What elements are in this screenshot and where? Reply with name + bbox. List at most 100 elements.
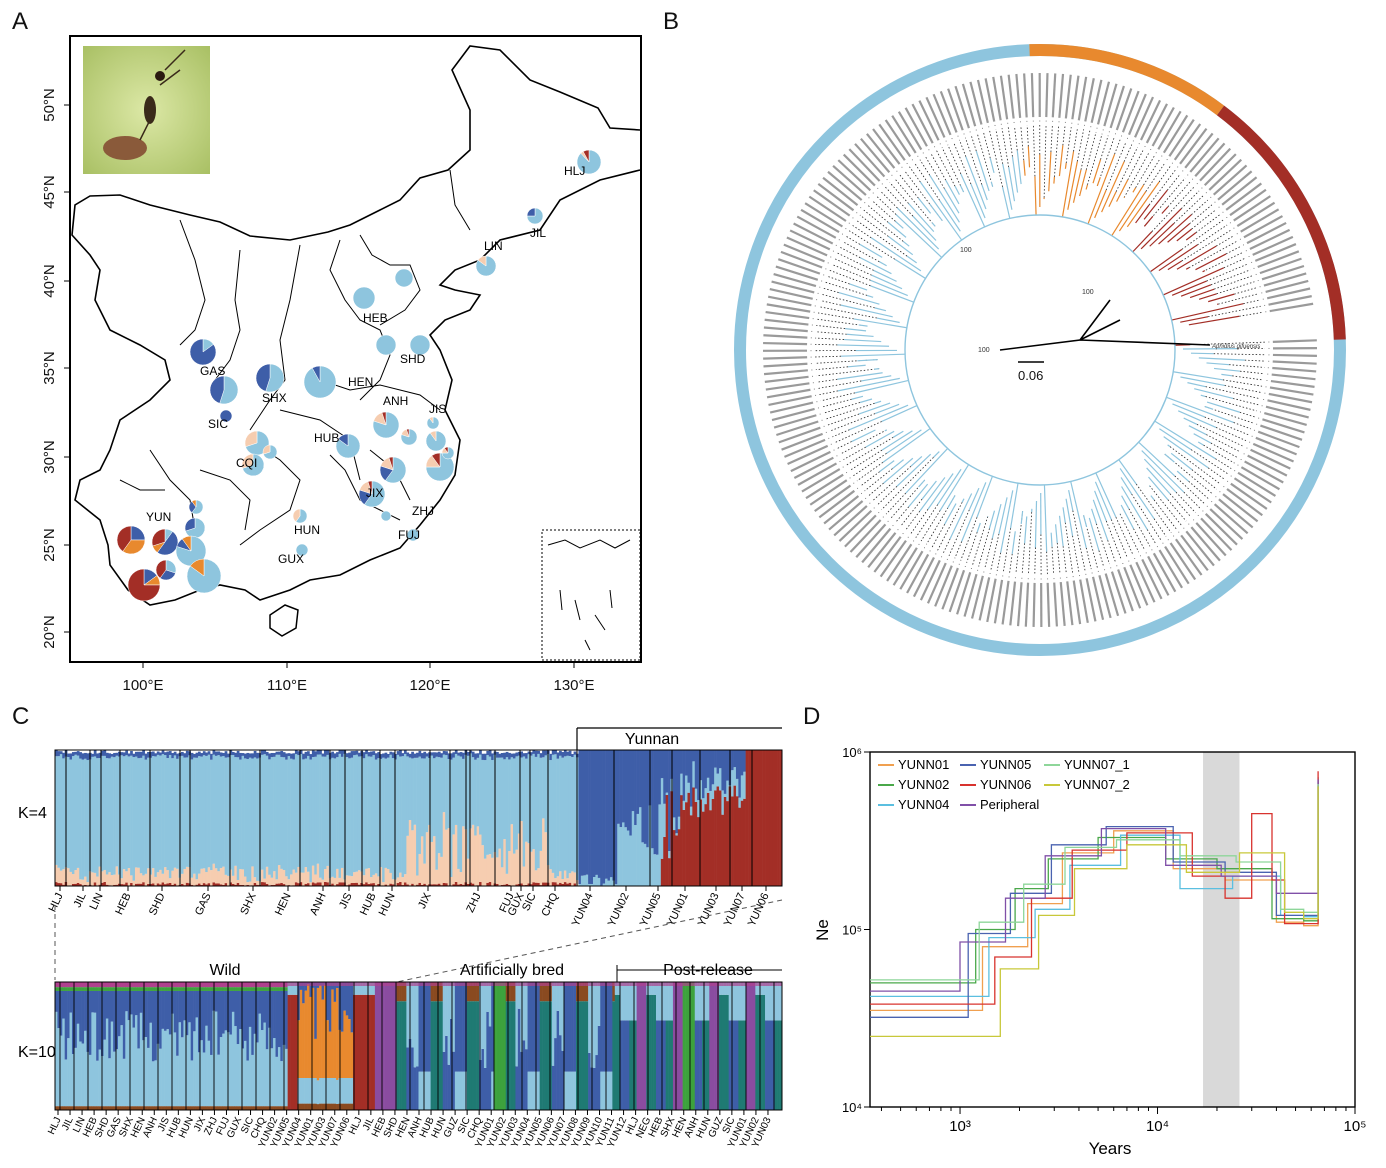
tree-branch [1173, 371, 1223, 381]
k10-bar-segment [244, 987, 247, 991]
k10-bar-segment [411, 1047, 414, 1110]
leaf-name-mark [763, 356, 808, 360]
k4-bar-segment [731, 796, 734, 886]
k4-bar-segment [425, 753, 429, 757]
k10-bar-segment [302, 1103, 305, 1110]
k10-bar-segment [231, 1011, 235, 1107]
k4-bar-segment [520, 883, 524, 886]
k10-bar-segment [241, 987, 245, 991]
k4-bar-segment [132, 880, 136, 886]
leaf-name-mark [763, 362, 808, 368]
k10-bar-segment [91, 987, 95, 991]
k4-bar-segment [716, 750, 720, 774]
k10-bar-segment [372, 982, 376, 995]
k10-bar-segment [418, 1071, 422, 1110]
k10-bar-segment [149, 1022, 153, 1107]
leaf-connector [930, 153, 947, 181]
k10-bar-segment [735, 982, 739, 1021]
k10-bar-top [714, 982, 717, 986]
k4-bar-segment [316, 863, 320, 883]
legend-label: YUNN04 [898, 797, 949, 812]
k10-bar-segment [149, 1106, 153, 1110]
k4-bar-segment [159, 884, 162, 886]
k10-bar-top [457, 982, 460, 986]
k4-bar-segment [437, 883, 441, 886]
k10-bar-segment [292, 982, 296, 995]
k4-bar-segment [406, 752, 410, 757]
k4-bar-segment [173, 755, 177, 868]
k4-bar-segment [466, 883, 470, 886]
k4-pop-label: JIX [416, 891, 434, 911]
leaf-connector [1215, 235, 1235, 247]
k10-bar-top [403, 982, 407, 986]
k10-bar-segment [236, 987, 240, 991]
k4-bar-segment [403, 750, 407, 754]
k4-bar-segment [227, 757, 230, 876]
k10-bar-segment [331, 989, 334, 1078]
province-label: LIN [484, 239, 503, 253]
tree-branch [976, 522, 981, 533]
k4-bar-segment [234, 752, 238, 758]
k4-bar-segment [207, 751, 211, 755]
k10-bar-segment [450, 1019, 453, 1110]
leaf-connector [1213, 353, 1265, 356]
pie-slice [380, 510, 392, 522]
k4-bar-segment [503, 839, 507, 885]
k10-bar-segment [314, 982, 318, 1039]
leaf-name-mark [1184, 132, 1214, 169]
k4-bar-segment [231, 752, 235, 756]
leaf-name-mark [1272, 353, 1317, 357]
k4-bar-segment [96, 758, 99, 877]
tree-branch [1158, 214, 1192, 245]
k10-bar-segment [607, 1071, 611, 1110]
tree-branch [882, 428, 931, 463]
k10-bar-segment [214, 990, 218, 1012]
k4-bar-segment [86, 760, 90, 883]
k10-bar-segment [229, 1106, 233, 1110]
k4-bar-segment [389, 872, 393, 884]
k4-bar-segment [537, 753, 540, 869]
k10-bar-segment [234, 990, 238, 1027]
legend-label: YUNN05 [980, 757, 1031, 772]
leaf-name-mark [808, 195, 847, 222]
k10-bar-top [360, 982, 364, 986]
k10-bar-segment [79, 1041, 82, 1107]
k4-bar-segment [229, 882, 233, 886]
pie-slice [116, 525, 132, 552]
k10-bar-top [430, 982, 434, 986]
k4-bar-segment [331, 757, 334, 877]
k4-bar-segment [447, 828, 451, 886]
panel-letter-d: D [803, 703, 821, 730]
pie-slice [219, 409, 233, 423]
k10-bar-top [723, 982, 727, 986]
k10-bar-top [668, 982, 671, 986]
k4-bar-segment [171, 753, 175, 759]
leaf-tip [842, 466, 844, 468]
leaf-name-mark [1145, 103, 1168, 144]
k10-bar-segment [260, 1106, 264, 1110]
k10-bar-segment [200, 990, 204, 1041]
k4-bar-segment [275, 754, 279, 880]
k4-bar-segment [256, 884, 259, 886]
k10-bar-segment [689, 982, 693, 1110]
k10-bar-segment [168, 987, 172, 991]
k10-bar-top [309, 982, 313, 986]
k10-bar-segment [723, 982, 727, 995]
k10-bar-segment [256, 1106, 259, 1110]
k10-bar-segment [273, 1038, 276, 1107]
k4-bar-segment [522, 866, 526, 886]
k4-bar-segment [585, 874, 589, 886]
k10-bar-segment [193, 990, 196, 1032]
k10-bar-segment [64, 990, 68, 1060]
k10-bar-segment [287, 982, 291, 995]
k10-bar-top [224, 982, 228, 986]
k10-bar-top [399, 982, 402, 986]
k4-bar-segment [413, 824, 417, 886]
leaf-tip [1258, 417, 1260, 419]
k10-bar-segment [573, 1071, 577, 1110]
leaf-connector [1065, 127, 1072, 164]
k10-bar-segment [362, 982, 366, 995]
k10-bar-segment [571, 1071, 574, 1110]
k4-pop-label: YUN05 [638, 891, 664, 928]
k10-bar-segment [181, 1037, 184, 1107]
